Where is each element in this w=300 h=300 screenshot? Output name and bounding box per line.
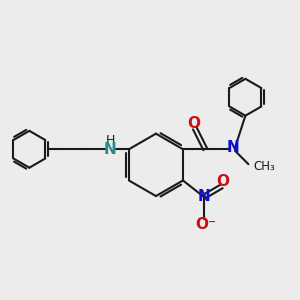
Text: O⁻: O⁻ — [195, 217, 216, 232]
Text: N: N — [104, 142, 117, 157]
Text: N: N — [226, 140, 239, 155]
Text: O: O — [217, 174, 230, 189]
Text: O: O — [187, 116, 200, 130]
Text: H: H — [106, 134, 115, 147]
Text: CH₃: CH₃ — [254, 160, 275, 173]
Text: N: N — [197, 189, 210, 204]
